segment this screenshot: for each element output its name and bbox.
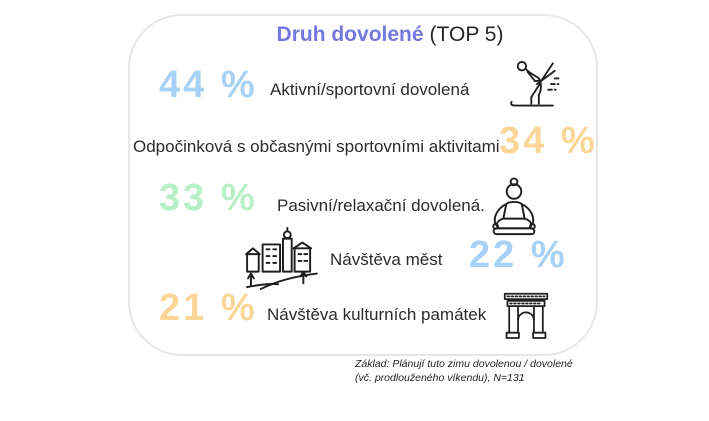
chart-title-suffix: (TOP 5) bbox=[429, 23, 504, 46]
stat-value-passive-relax: 33 % bbox=[159, 177, 258, 219]
stat-value-cultural-monuments: 21 % bbox=[159, 287, 258, 329]
stat-label-restful: Odpočinková s občasnými sportovními akti… bbox=[133, 137, 500, 156]
chart-title: Druh dovolené (TOP 5) bbox=[157, 23, 623, 47]
footnote: Základ: Plánují tuto zimu dovolenou / do… bbox=[355, 357, 605, 385]
monument-arch-icon bbox=[503, 289, 549, 341]
stat-label-active-sport: Aktivní/sportovní dovolená bbox=[270, 80, 470, 99]
skier-icon bbox=[506, 55, 566, 113]
city-icon bbox=[243, 227, 321, 291]
stat-value-active-sport: 44 % bbox=[159, 64, 258, 106]
stat-label-city-visits: Návštěva měst bbox=[330, 250, 443, 269]
stat-label-cultural-monuments: Návštěva kulturních památek bbox=[267, 305, 487, 324]
chart-title-highlight: Druh dovolené bbox=[276, 23, 424, 46]
footnote-line-1: Základ: Plánují tuto zimu dovolenou / do… bbox=[355, 358, 573, 370]
stat-value-city-visits: 22 % bbox=[469, 234, 568, 276]
footnote-line-2: (vč. prodlouženého víkendu), N=131 bbox=[355, 372, 525, 385]
stat-label-passive-relax: Pasivní/relaxační dovolená. bbox=[277, 196, 485, 215]
meditation-icon bbox=[483, 176, 545, 238]
stat-value-restful: 34 % bbox=[499, 120, 598, 162]
